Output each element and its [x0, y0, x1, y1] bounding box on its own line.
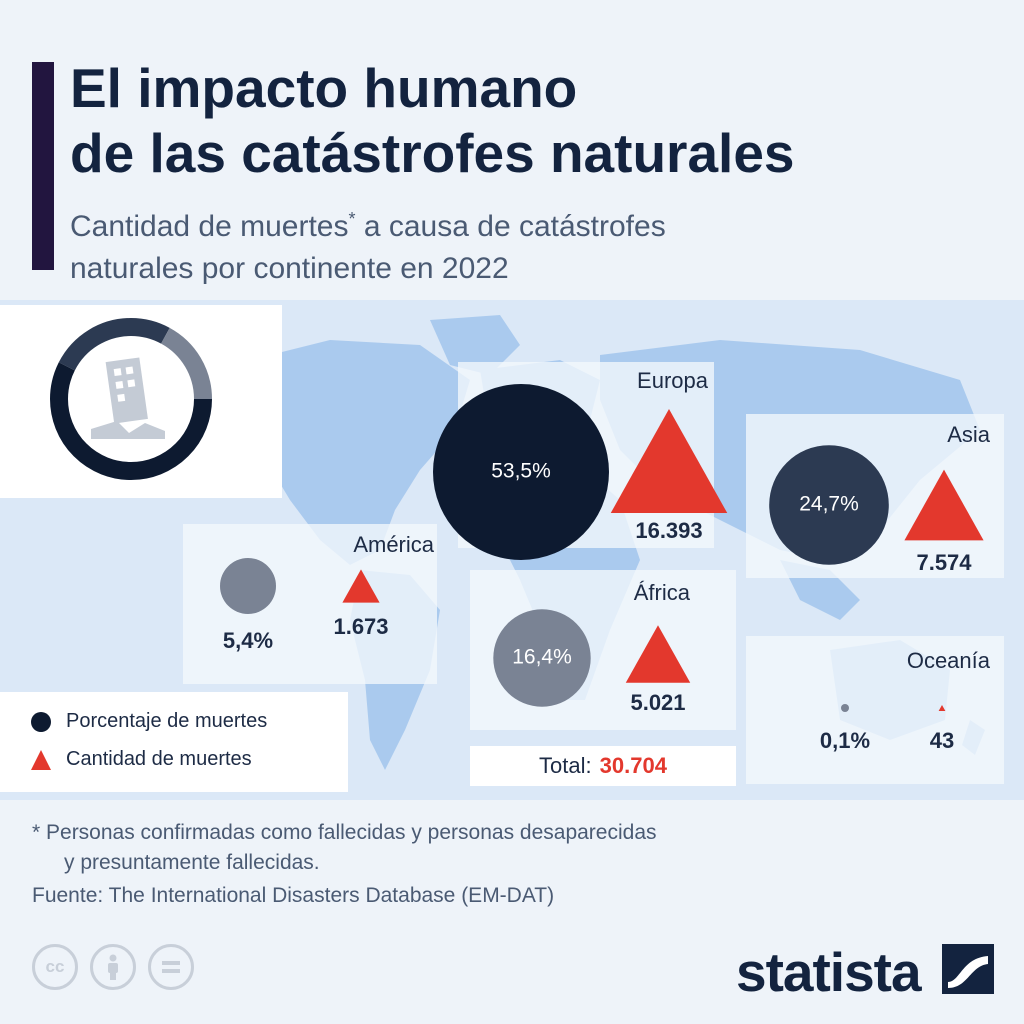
map-north-america — [240, 340, 470, 565]
region-panel-america — [183, 524, 437, 684]
topic-icon-panel — [0, 305, 282, 498]
deaths-triangle-asia — [904, 469, 984, 541]
total-label: Total: — [539, 753, 592, 778]
percent-bubble-america — [220, 558, 276, 614]
title-line-1: El impacto humano — [70, 57, 578, 119]
percent-label-africa: 16,4% — [512, 646, 572, 669]
legend-item-percent: Porcentaje de muertes — [30, 710, 267, 733]
subtitle-part-2: a causa de catástrofes — [355, 210, 666, 243]
percent-label-america: 5,4% — [223, 628, 273, 653]
footnote-line-2: y presuntamente fallecidas. — [64, 851, 320, 874]
region-panel-oceania — [746, 636, 1004, 784]
legend-item-count: Cantidad de muertes — [30, 748, 252, 771]
subtitle-footnote-marker: * — [348, 209, 356, 229]
subtitle-line-2: naturales por continente en 2022 — [70, 252, 509, 285]
cc-icon[interactable]: cc — [32, 944, 78, 990]
footnote: * Personas confirmadas como fallecidas y… — [32, 818, 992, 878]
region-label-europa: Europa — [637, 368, 709, 393]
percent-bubble-asia — [769, 445, 889, 565]
legend: Porcentaje de muertes Cantidad de muerte… — [0, 692, 348, 792]
circle-icon — [31, 711, 51, 732]
footnote-line-1: * Personas confirmadas como fallecidas y… — [32, 821, 657, 844]
total-value: 30.704 — [599, 753, 667, 778]
percent-label-europa: 53,5% — [491, 460, 551, 483]
percent-bubble-africa — [493, 609, 591, 707]
deaths-label-africa: 5.021 — [630, 690, 685, 715]
legend-count-label: Cantidad de muertes — [66, 748, 252, 770]
deaths-triangle-europa — [610, 409, 728, 513]
source-note: Fuente: The International Disasters Data… — [32, 884, 555, 907]
page-title: El impacto humano de las catástrofes nat… — [70, 56, 990, 186]
percent-bubble-europa — [433, 384, 609, 560]
brand-logo[interactable]: statista — [736, 941, 922, 1003]
region-label-africa: África — [634, 580, 691, 605]
deaths-label-oceania: 43 — [930, 728, 954, 753]
deaths-triangle-oceania — [938, 705, 946, 711]
region-label-asia: Asia — [947, 422, 991, 447]
title-line-2: de las catástrofes naturales — [70, 122, 795, 184]
deaths-triangle-africa — [625, 625, 691, 683]
percent-label-asia: 24,7% — [799, 493, 859, 516]
region-label-oceania: Oceanía — [907, 648, 991, 673]
statista-mark-icon[interactable] — [942, 944, 994, 994]
percent-bubble-oceania — [841, 704, 849, 712]
subtitle-part-1: Cantidad de muertes — [70, 210, 349, 243]
license-icons: cc — [32, 944, 194, 990]
no-derivatives-icon[interactable] — [148, 944, 194, 990]
attribution-icon[interactable] — [90, 944, 136, 990]
triangle-icon — [31, 749, 51, 770]
percent-label-oceania: 0,1% — [820, 728, 870, 753]
title-accent-bar — [32, 62, 54, 270]
region-label-america: América — [353, 532, 434, 557]
collapsing-building-icon — [50, 318, 212, 480]
legend-percent-label: Porcentaje de muertes — [66, 710, 268, 732]
page-subtitle: Cantidad de muertes* a causa de catástro… — [70, 198, 970, 290]
deaths-triangle-america — [342, 569, 380, 603]
deaths-label-europa: 16.393 — [635, 518, 702, 543]
deaths-label-america: 1.673 — [333, 614, 388, 639]
total-box: Total: 30.704 — [470, 746, 736, 786]
deaths-label-asia: 7.574 — [916, 550, 972, 575]
map-greenland — [430, 315, 520, 375]
